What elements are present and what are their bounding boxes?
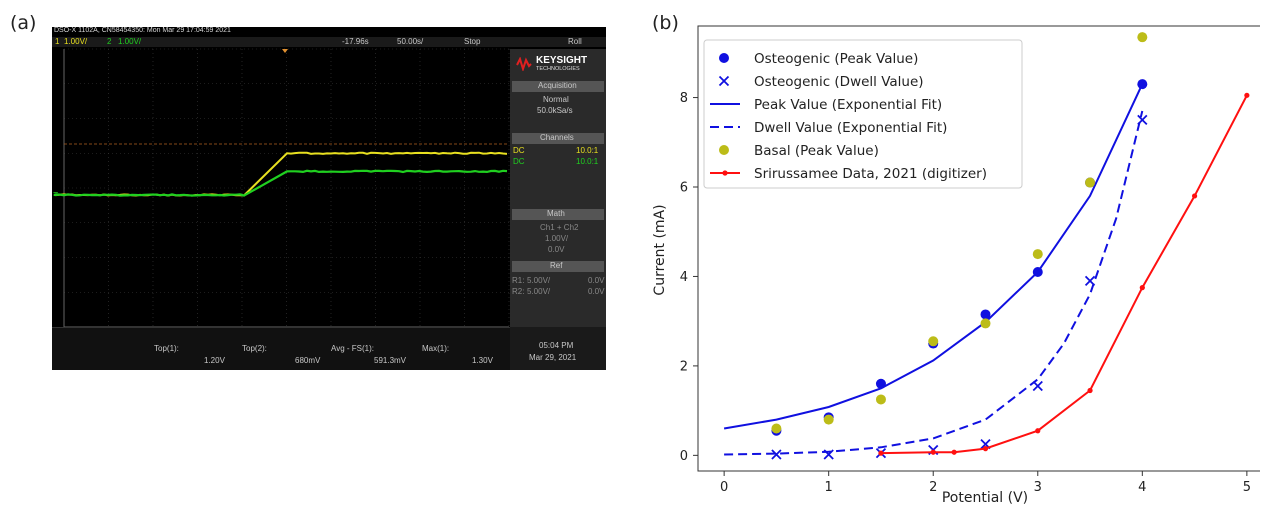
measurement-bar: Top(1): 1.20V Top(2): 680mV Avg - FS(1):… [52, 327, 510, 370]
ch1-probe: 10.0:1 [576, 146, 598, 155]
y-tick-label: 4 [680, 270, 688, 285]
measurement-3-value: 591.3mV [374, 356, 406, 365]
ch1-coupling: DC [513, 146, 525, 155]
data-point [878, 451, 883, 456]
ch2-probe: 10.0:1 [576, 157, 598, 166]
clock-date: Mar 29, 2021 [529, 353, 576, 362]
measurement-2-value: 680mV [295, 356, 320, 365]
trigger-marker [282, 49, 288, 53]
data-point [928, 336, 938, 346]
brand-logo: KEYSIGHT TECHNOLOGIES [514, 55, 602, 75]
legend-label: Peak Value (Exponential Fit) [754, 97, 942, 113]
sample-rate: 50.0kSa/s [537, 106, 573, 115]
current-potential-chart: 012345 02468 Potential (V) Current (mA) … [640, 0, 1260, 510]
x-tick-label: 0 [720, 480, 728, 495]
legend-label: Dwell Value (Exponential Fit) [754, 120, 947, 136]
legend-label: Basal (Peak Value) [754, 143, 879, 159]
clock-time: 05:04 PM [539, 341, 573, 350]
data-point [824, 415, 834, 425]
data-point [1137, 32, 1147, 42]
legend: Osteogenic (Peak Value) Osteogenic (Dwell… [704, 40, 1022, 188]
math-title: Math [547, 209, 565, 218]
x-tick-label: 1 [825, 480, 833, 495]
ref2-offset: 0.0V [588, 287, 604, 296]
channels-title: Channels [540, 133, 574, 142]
measurement-3-label: Avg - FS(1): [331, 344, 374, 353]
ref1-name: R1: [512, 276, 524, 285]
y-tick-label: 2 [680, 359, 688, 374]
measurement-1-value: 1.20V [204, 356, 225, 365]
x-axis-label: Potential (V) [942, 490, 1028, 506]
data-point [722, 170, 727, 175]
data-point [1192, 193, 1197, 198]
acquisition-title: Acquisition [538, 81, 577, 90]
measurement-4-label: Max(1): [422, 344, 449, 353]
keysight-wave-icon [516, 57, 532, 71]
data-point [983, 446, 988, 451]
panel-a-label: (a) [10, 12, 36, 34]
measurement-2-label: Top(2): [242, 344, 267, 353]
scope-side-panel: KEYSIGHT TECHNOLOGIES Acquisition Normal… [510, 49, 606, 327]
clock-box: 05:04 PM Mar 29, 2021 [510, 327, 606, 370]
ref2-name: R2: [512, 287, 524, 296]
math-expression: Ch1 + Ch2 [540, 223, 578, 232]
data-point [1140, 285, 1145, 290]
data-point [876, 394, 886, 404]
x-tick-label: 3 [1034, 480, 1042, 495]
y-axis: 0 2 4 6 8 [680, 91, 698, 464]
legend-label: Srirussamee Data, 2021 (digitizer) [754, 166, 987, 182]
ground-marker: ≡ [53, 189, 58, 199]
data-point [952, 450, 957, 455]
data-point [771, 424, 781, 434]
math-offset: 0.0V [548, 245, 564, 254]
data-point [1244, 93, 1249, 98]
y-tick-label: 8 [680, 91, 688, 106]
ref-title: Ref [550, 261, 562, 270]
data-point [1035, 428, 1040, 433]
measurement-1-label: Top(1): [154, 344, 179, 353]
ch2-coupling: DC [513, 157, 525, 166]
scope-grid [64, 49, 509, 327]
data-point [1033, 249, 1043, 259]
data-point [719, 53, 729, 63]
data-point [1087, 388, 1092, 393]
data-point [931, 450, 936, 455]
x-tick-label: 4 [1138, 480, 1146, 495]
ref1-offset: 0.0V [588, 276, 604, 285]
y-tick-label: 6 [680, 181, 688, 196]
acquisition-mode: Normal [543, 95, 569, 104]
data-point [981, 318, 991, 328]
x-tick-label: 2 [929, 480, 937, 495]
math-scale: 1.00V/ [545, 234, 568, 243]
ref2-scale: 5.00V/ [527, 287, 550, 296]
ref1-scale: 5.00V/ [527, 276, 550, 285]
y-axis-label: Current (mA) [652, 204, 668, 295]
legend-label: Osteogenic (Dwell Value) [754, 74, 924, 90]
measurement-4-value: 1.30V [472, 356, 493, 365]
oscilloscope-screen: DSO-X 1102A, CN58454350: Mon Mar 29 17:0… [52, 27, 606, 370]
brand-sub: TECHNOLOGIES [536, 66, 580, 72]
brand-name: KEYSIGHT [536, 55, 587, 66]
x-tick-label: 5 [1243, 480, 1251, 495]
data-point [719, 145, 729, 155]
y-tick-label: 0 [680, 449, 688, 464]
data-point [1085, 178, 1095, 188]
legend-label: Osteogenic (Peak Value) [754, 51, 918, 67]
ch2-trace [54, 171, 507, 196]
